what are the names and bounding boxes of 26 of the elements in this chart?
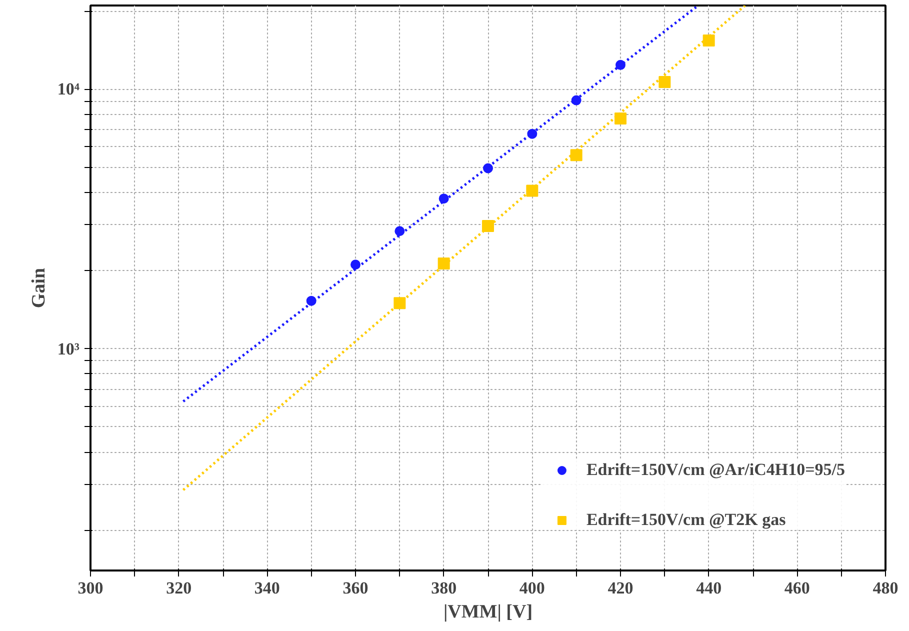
x-tick-label: 300 xyxy=(78,578,104,598)
x-tick-label: 340 xyxy=(254,578,280,598)
point xyxy=(570,149,582,162)
point xyxy=(394,226,405,236)
x-tick-label: 320 xyxy=(166,578,192,598)
x-tick-label: 360 xyxy=(342,578,368,598)
x-tick-label: 420 xyxy=(608,578,634,598)
legend-label: Edrift=150V/cm @T2K gas xyxy=(586,510,786,530)
x-tick-label: 400 xyxy=(519,578,545,598)
x-tick-label: 380 xyxy=(431,578,457,598)
y-tick-label: 10⁴ xyxy=(57,80,80,99)
point xyxy=(526,184,538,197)
x-tick-label: 440 xyxy=(696,578,722,598)
x-tick-label: 480 xyxy=(872,578,898,598)
point xyxy=(658,76,671,88)
point xyxy=(350,260,360,270)
point xyxy=(438,258,450,270)
y-axis-title: Gain xyxy=(28,268,50,308)
point xyxy=(614,112,626,124)
x-axis-title: |VMM| [V] xyxy=(443,602,533,622)
point xyxy=(482,220,494,232)
point xyxy=(702,34,715,46)
y-tick-label: 10³ xyxy=(57,339,80,358)
legend-label: Edrift=150V/cm @Ar/iC4H10=95/5 xyxy=(586,460,845,480)
x-tick-label: 460 xyxy=(784,578,810,598)
point xyxy=(394,297,406,310)
